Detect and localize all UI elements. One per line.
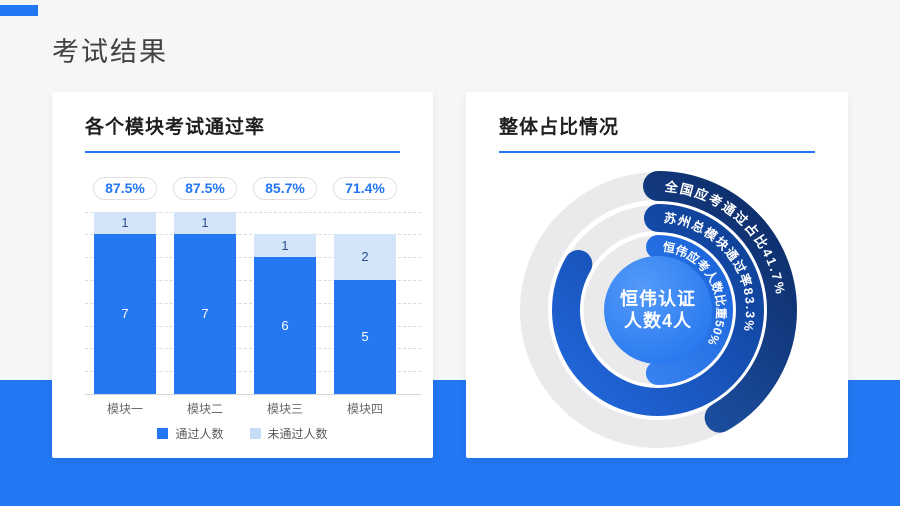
- bar-pass-value: 7: [121, 306, 129, 322]
- x-axis-label: 模块三: [266, 402, 303, 416]
- legend-item-pass: 通过人数: [157, 425, 224, 442]
- left-title-underline: [85, 151, 400, 153]
- gridline: [85, 348, 421, 350]
- ring-inner: [583, 235, 733, 385]
- right-title-underline: [499, 151, 815, 153]
- radial-rings-chart: 全国应考通过占比41.7% 苏州总模块通过率83.3% 恒伟应考人数比重50% …: [519, 171, 797, 449]
- pass-rate-badge: 87.5%: [93, 177, 157, 200]
- gridline: [85, 280, 421, 281]
- legend-label-fail: 未通过人数: [267, 427, 328, 441]
- legend-label-pass: 通过人数: [175, 427, 224, 441]
- pass-rate-badge: 85.7%: [253, 177, 317, 200]
- ring-outer: [519, 171, 797, 449]
- bar-pass-segment: [254, 257, 316, 394]
- module-pass-rate-card: 各个模块考试通过率 87.5% 1 7 模块一 87.5% 1 7 模块二 85.7% 1 6 模块三…: [52, 92, 433, 458]
- ring-inner-arc: [583, 235, 733, 385]
- x-axis-label: 模块一: [106, 402, 143, 416]
- ring-outer-arc: [519, 171, 797, 449]
- bar-fail-value: 1: [121, 215, 129, 230]
- bar-fail-segment: [94, 211, 156, 235]
- gridline: [85, 211, 421, 213]
- bar-fail-segment: [174, 211, 236, 235]
- x-axis-line: [85, 394, 421, 395]
- overall-proportion-card: 整体占比情况: [466, 92, 848, 458]
- right-card-title: 整体占比情况: [499, 117, 620, 138]
- gridline: [85, 257, 421, 259]
- ring-middle: [552, 204, 764, 416]
- legend-item-fail: 未通过人数: [249, 425, 328, 442]
- bar-pass-segment: [174, 234, 236, 394]
- bar-pass-value: 6: [281, 317, 289, 333]
- gridline: [85, 325, 421, 327]
- legend-swatch-fail: [249, 428, 261, 439]
- gridline: [85, 234, 421, 236]
- center-label-line2: 人数4人: [624, 310, 692, 331]
- bar-pass-value: 7: [201, 306, 209, 322]
- bar-pass-value: 5: [361, 329, 369, 344]
- center-circle: [604, 256, 712, 364]
- bar-pass-segment: [94, 234, 156, 394]
- bar-pass-segment: [334, 280, 396, 394]
- gridline: [85, 302, 421, 304]
- left-card-title: 各个模块考试通过率: [85, 117, 266, 138]
- module-bar-chart: 87.5% 1 7 模块一 87.5% 1 7 模块二 85.7% 1 6 模块三 71.4% 2 5 模块四: [52, 92, 433, 458]
- legend-swatch-pass: [157, 428, 169, 439]
- bar-fail-value: 2: [361, 249, 369, 265]
- pass-rate-badge: 71.4%: [333, 177, 397, 200]
- corner-accent-bar: [0, 5, 38, 16]
- center-label-line1: 恒伟认证: [620, 288, 696, 309]
- gridline: [85, 371, 421, 373]
- x-axis-label: 模块四: [346, 402, 383, 416]
- ring-middle-arc: [552, 204, 764, 416]
- x-axis-label: 模块二: [186, 402, 223, 416]
- pass-rate-badge: 87.5%: [173, 177, 237, 200]
- bar-fail-segment: [254, 234, 316, 258]
- bar-fail-value: 1: [281, 237, 289, 253]
- chart-legend: 通过人数 未通过人数: [52, 425, 433, 442]
- bar-fail-segment: [334, 234, 396, 280]
- page-title: 考试结果: [52, 37, 168, 67]
- bar-fail-value: 1: [201, 215, 209, 230]
